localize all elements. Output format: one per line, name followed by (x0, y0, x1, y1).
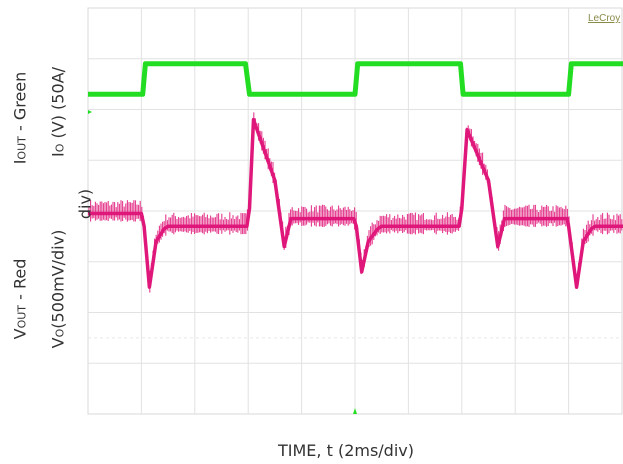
vout-trace (88, 117, 623, 289)
channel-marker-green (88, 110, 92, 114)
y-label-iout-scale: IO (V) (50A/ (48, 67, 68, 157)
y-label-iout-scale-cont: div) (75, 188, 95, 220)
traces (88, 61, 623, 293)
trigger-marker (353, 408, 357, 414)
y-label-vout-name: VOUT - Red (10, 258, 30, 340)
instrument-logo: LeCroy (588, 13, 620, 24)
y-label-vout-scale: VO(500mV/div) (48, 229, 68, 349)
iout-trace (88, 61, 623, 97)
markers (88, 110, 357, 414)
x-axis-label: TIME, t (2ms/div) (278, 441, 414, 460)
oscilloscope-plot: LeCroy (87, 7, 623, 415)
y-label-iout-name: IOUT - Green (10, 71, 30, 165)
